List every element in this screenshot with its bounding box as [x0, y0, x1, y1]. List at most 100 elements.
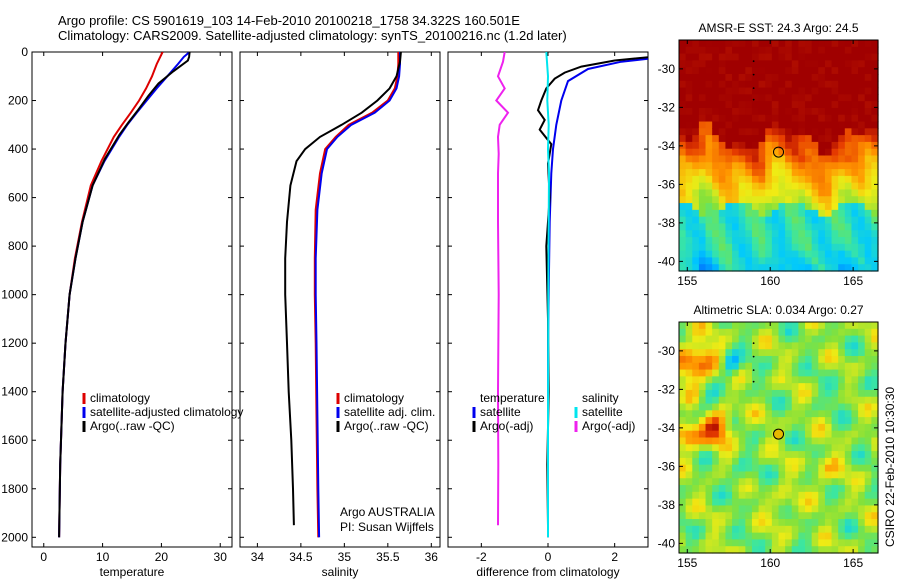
heatmap-cell — [751, 243, 760, 252]
heatmap-cell — [871, 94, 879, 102]
heatmap-cell — [851, 114, 859, 123]
heatmap-cell — [824, 532, 833, 541]
heatmap-cell — [864, 237, 872, 245]
heatmap-cell — [798, 485, 806, 493]
heatmap-cell — [858, 396, 866, 405]
heatmap-cell — [751, 175, 760, 184]
heatmap-cell — [705, 60, 713, 68]
heatmap-cell — [831, 403, 839, 411]
heatmap-cell — [844, 403, 853, 411]
heatmap-cell — [718, 430, 727, 439]
heatmap-cell — [751, 107, 760, 116]
heatmap-cell — [805, 189, 813, 197]
heatmap-cell — [831, 546, 839, 554]
heatmap-cell — [858, 121, 866, 129]
trajectory-dot — [752, 87, 755, 90]
heatmap-cell — [818, 203, 826, 211]
heatmap-cell — [738, 250, 746, 259]
legend-label: Argo(..raw -QC) — [344, 419, 429, 433]
heatmap-cell — [864, 430, 872, 439]
heatmap-cell — [725, 423, 733, 432]
heatmap-cell — [811, 223, 819, 231]
heatmap-cell — [778, 498, 786, 507]
heatmap-cell — [718, 512, 727, 520]
heatmap-cell — [685, 237, 693, 245]
heatmap-cell — [738, 478, 746, 486]
heatmap-cell — [778, 383, 786, 391]
heatmap-cell — [805, 155, 813, 163]
heatmap-cell — [685, 423, 693, 432]
heatmap-cell — [791, 257, 799, 265]
heatmap-cell — [851, 403, 859, 411]
heatmap-cell — [858, 471, 866, 479]
heatmap-cell — [864, 101, 872, 109]
heatmap-cell — [758, 342, 766, 350]
heatmap-cell — [725, 230, 733, 238]
heatmap-cell — [692, 430, 700, 439]
heatmap-cell — [831, 369, 839, 377]
heatmap-cell — [771, 417, 780, 425]
heatmap-cell — [758, 498, 766, 507]
heatmap-cell — [679, 107, 687, 116]
heatmap-cell — [785, 478, 793, 486]
heatmap-cell — [698, 40, 707, 48]
heatmap-cell — [864, 498, 872, 507]
heatmap-cell — [805, 223, 813, 231]
heatmap-cell — [732, 457, 740, 466]
heatmap-cell — [778, 478, 786, 486]
heatmap-cell — [858, 349, 866, 357]
heatmap-cell — [805, 257, 813, 265]
heatmap-cell — [818, 162, 826, 170]
heatmap-cell — [844, 67, 853, 75]
heatmap-cell — [818, 383, 826, 391]
heatmap-cell — [745, 396, 753, 405]
y-tick-label: -30 — [658, 344, 676, 358]
heatmap-cell — [871, 182, 879, 191]
heatmap-cell — [798, 430, 806, 439]
heatmap-cell — [758, 237, 766, 245]
heatmap-cell — [785, 383, 793, 391]
heatmap-cell — [738, 209, 746, 218]
heatmap-cell — [798, 437, 806, 445]
heatmap-cell — [771, 107, 780, 116]
heatmap-cell — [805, 40, 813, 48]
heatmap-cell — [765, 417, 773, 425]
heatmap-cell — [798, 80, 806, 89]
heatmap-cell — [798, 389, 806, 398]
heatmap-cell — [685, 539, 693, 547]
heatmap-cell — [685, 107, 693, 116]
heatmap-cell — [798, 355, 806, 364]
heatmap-cell — [844, 389, 853, 398]
heatmap-cell — [831, 355, 839, 364]
heatmap-cell — [838, 230, 846, 238]
heatmap-cell — [751, 162, 760, 170]
heatmap-cell — [871, 87, 879, 95]
heatmap-cell — [698, 471, 707, 479]
heatmap-cell — [864, 444, 872, 452]
heatmap-cell — [725, 322, 733, 330]
heatmap-cell — [844, 423, 853, 432]
heatmap-cell — [871, 223, 879, 231]
heatmap-cell — [685, 532, 693, 541]
heatmap-cell — [732, 369, 740, 377]
heatmap-cell — [771, 478, 780, 486]
heatmap-cell — [751, 525, 760, 534]
heatmap-cell — [725, 478, 733, 486]
heatmap-cell — [705, 417, 713, 425]
heatmap-cell — [745, 182, 753, 191]
heatmap-cell — [785, 257, 793, 265]
heatmap-cell — [698, 457, 707, 466]
heatmap-cell — [778, 335, 786, 343]
heatmap-cell — [745, 505, 753, 513]
heatmap-cell — [679, 169, 687, 177]
heatmap-cell — [785, 546, 793, 554]
heatmap-cell — [811, 94, 819, 102]
heatmap-cell — [778, 53, 786, 61]
heatmap-cell — [725, 73, 733, 82]
heatmap-cell — [738, 403, 746, 411]
heatmap-cell — [765, 451, 773, 459]
heatmap-cell — [705, 383, 713, 391]
heatmap-cell — [844, 451, 853, 459]
heatmap-cell — [698, 444, 707, 452]
heatmap-cell — [725, 67, 733, 75]
